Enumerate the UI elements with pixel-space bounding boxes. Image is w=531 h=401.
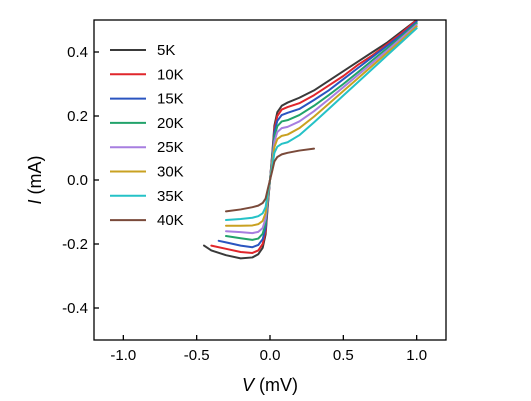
series-line-40K [225, 147, 315, 213]
x-tick-label: -0.5 [184, 347, 210, 364]
series-line-25K [225, 23, 418, 235]
series-line-20K [225, 22, 418, 241]
x-tick-label: 1.0 [406, 347, 427, 364]
legend-label-15K: 15K [157, 91, 184, 108]
x-axis-label: V (mV) [242, 375, 298, 395]
legend-label-40K: 40K [157, 212, 184, 229]
legend-label-5K: 5K [157, 42, 175, 59]
x-tick-label: 0.5 [333, 347, 354, 364]
y-tick-label: 0.4 [67, 44, 88, 61]
y-axis-label: I (mA) [25, 155, 45, 204]
y-tick-label: -0.2 [62, 236, 88, 253]
series-line-10K [210, 20, 418, 254]
x-tick-label: 0.0 [260, 347, 281, 364]
x-tick-label: -1.0 [110, 347, 136, 364]
series-line-35K [225, 27, 418, 221]
series-line-15K [217, 20, 418, 249]
series-line-30K [225, 25, 418, 227]
y-tick-label: 0.0 [67, 172, 88, 189]
legend-label-20K: 20K [157, 115, 184, 132]
legend-label-30K: 30K [157, 164, 184, 181]
legend-label-25K: 25K [157, 139, 184, 156]
plot-area [203, 20, 418, 260]
y-tick-label: 0.2 [67, 108, 88, 125]
y-tick-label: -0.4 [62, 300, 88, 317]
legend-label-35K: 35K [157, 188, 184, 205]
legend-label-10K: 10K [157, 66, 184, 83]
legend: 5K 10K 15K 20K 25K 30K 35K 40K [110, 42, 184, 229]
axes: -1.0 -0.5 0.0 0.5 1.0 -0.4 -0.2 0.0 0.2 0.4 [62, 44, 427, 364]
